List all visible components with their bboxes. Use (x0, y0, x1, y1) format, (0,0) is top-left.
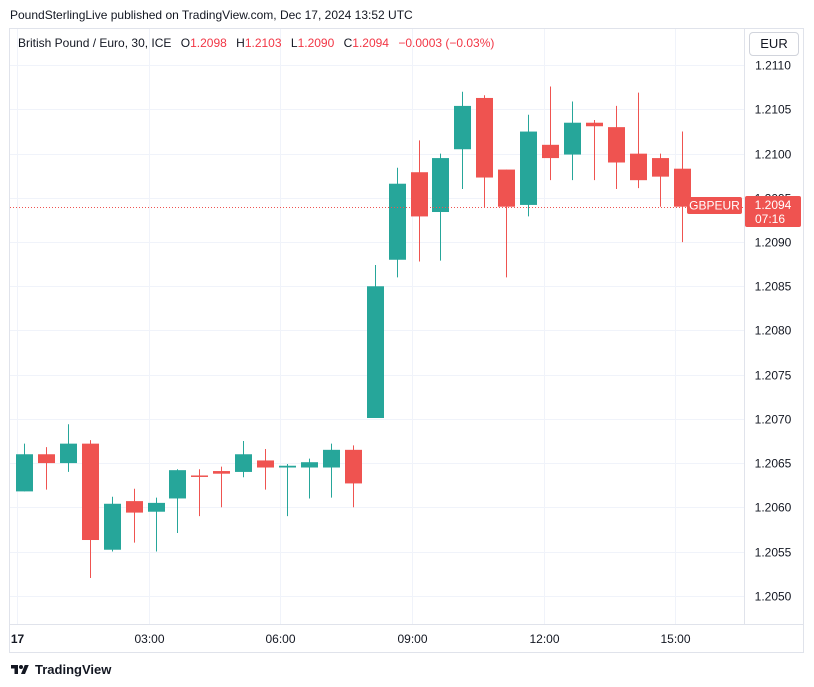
candle-body (432, 158, 449, 213)
low-label: L (290, 36, 298, 50)
last-price-tag: 1.2094 (755, 198, 792, 212)
y-tick-label: 1.2090 (755, 236, 792, 250)
x-tick-label: 09:00 (397, 632, 427, 646)
candle-body (520, 131, 537, 205)
candle-body (411, 172, 428, 217)
tradingview-logo-icon (11, 664, 29, 674)
candle-body (126, 501, 143, 513)
candle-body (257, 460, 274, 468)
y-tick-label: 1.2055 (755, 546, 792, 560)
y-tick-label: 1.2075 (755, 369, 792, 383)
candle-body (564, 122, 581, 155)
symbol-tag: GBPEUR (689, 199, 740, 213)
x-tick-label: 03:00 (134, 632, 164, 646)
brand-name: TradingView (35, 662, 112, 677)
open-value: 1.2098 (190, 36, 227, 50)
candle-body (476, 97, 493, 178)
published-line: PoundSterlingLive published on TradingVi… (10, 8, 413, 22)
y-tick-label: 1.2085 (755, 280, 792, 294)
candle-body (38, 454, 55, 464)
y-tick-label: 1.2065 (755, 457, 792, 471)
candle-body (542, 144, 559, 159)
symbol-tag-bg (687, 197, 742, 214)
open-label: O (180, 36, 191, 50)
candles (16, 86, 691, 579)
candle-body (82, 443, 99, 541)
y-tick-label: 1.2070 (755, 413, 792, 427)
candle-body (323, 449, 340, 468)
price-tags: GBPEUR 1.2094 07:16 (687, 196, 801, 227)
candle-body (389, 183, 406, 260)
price-axis[interactable]: 1.2050 1.2055 1.2060 1.2065 1.2070 1.2075 1.20… (755, 59, 792, 604)
candle-body (674, 168, 691, 207)
price-change: −0.0003 (−0.03%) (398, 36, 495, 50)
candle-body (104, 503, 121, 550)
candle-body (191, 475, 208, 477)
footer: TradingView (10, 662, 111, 677)
candle-body (586, 122, 603, 127)
close-value: 1.2094 (352, 36, 389, 50)
y-tick-label: 1.2060 (755, 501, 792, 515)
candle-body (630, 153, 647, 181)
candle-body (345, 449, 362, 484)
candle-body (169, 470, 186, 499)
high-label: H (236, 36, 245, 50)
y-tick-label: 1.2110 (755, 59, 791, 73)
candle-body (279, 465, 296, 468)
candle-body (608, 127, 625, 163)
candle-body (498, 169, 515, 207)
high-value: 1.2103 (244, 36, 282, 50)
candle-body (367, 286, 384, 419)
candle-body (652, 158, 669, 177)
time-axis[interactable]: 17 03:00 06:00 09:00 12:00 15:00 (11, 632, 691, 646)
y-tick-label: 1.2050 (755, 590, 792, 604)
candle-body (454, 105, 471, 150)
x-tick-label: 15:00 (660, 632, 690, 646)
bar-countdown: 07:16 (755, 212, 785, 226)
low-value: 1.2090 (297, 36, 335, 50)
candle-body (60, 443, 77, 464)
ohlc-legend: British Pound / Euro, 30, ICE O1.2098 H1… (18, 36, 494, 50)
y-tick-label: 1.2105 (755, 103, 792, 117)
x-tick-label: 06:00 (265, 632, 295, 646)
candlestick-chart[interactable]: 1.2050 1.2055 1.2060 1.2065 1.2070 1.2075 1.20… (0, 0, 814, 660)
x-tick-label: 17 (11, 632, 25, 646)
candle-body (235, 454, 252, 472)
last-price-tag-bg (745, 196, 801, 227)
candle-body (148, 502, 165, 512)
y-tick-label: 1.2100 (755, 148, 792, 162)
candle-body (16, 454, 33, 492)
candle-body (213, 471, 230, 474)
candle-body (301, 462, 318, 468)
close-label: C (343, 36, 353, 50)
symbol-description: British Pound / Euro, 30, ICE (18, 36, 172, 50)
x-tick-label: 12:00 (529, 632, 559, 646)
chart-frame (9, 28, 804, 653)
currency-button[interactable]: EUR (749, 32, 799, 56)
y-tick-label: 1.2080 (755, 324, 792, 338)
